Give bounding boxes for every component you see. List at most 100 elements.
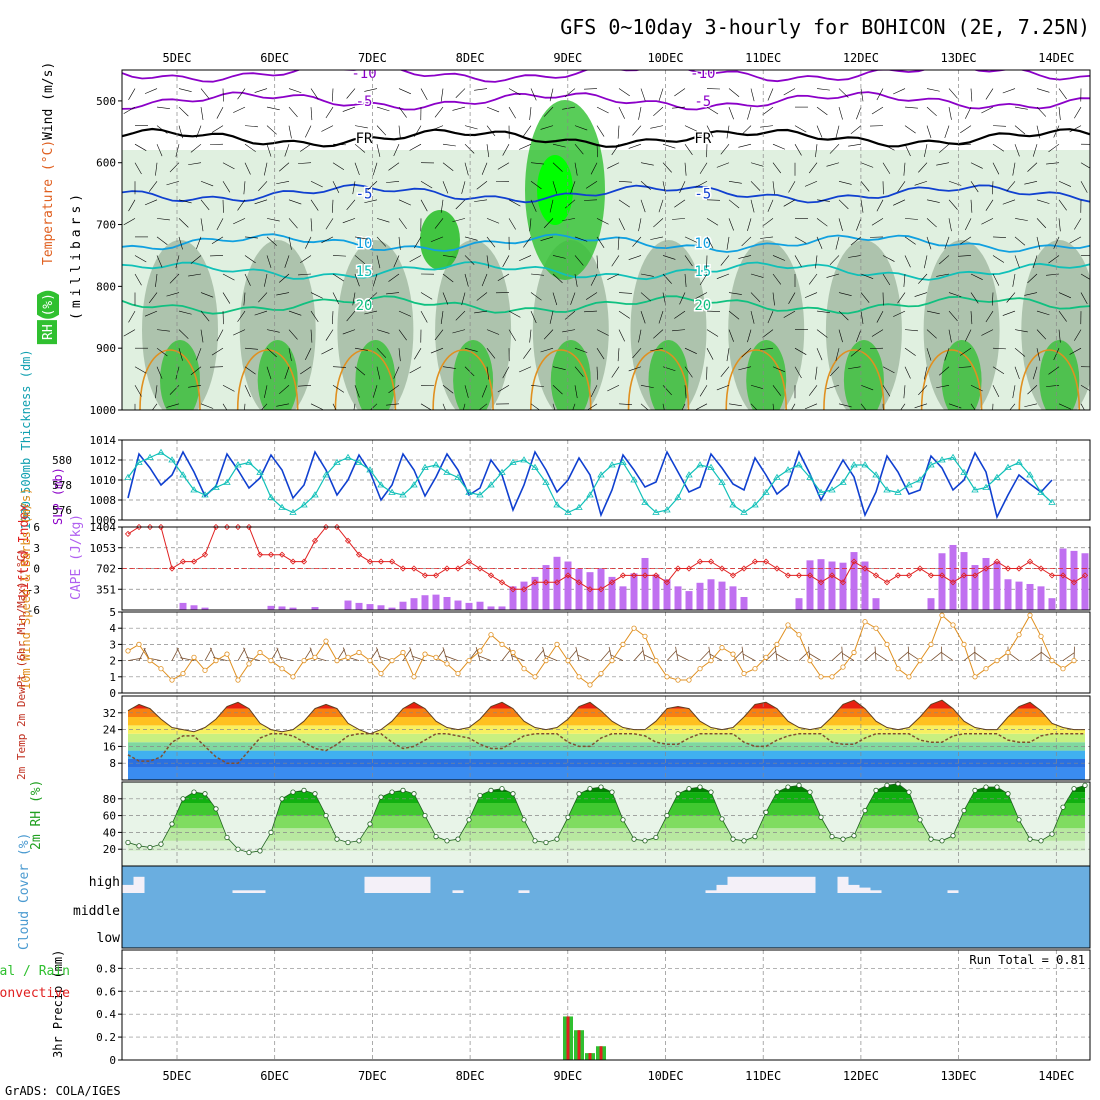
li-marker bbox=[575, 579, 583, 586]
thickness-marker bbox=[718, 478, 726, 485]
cape-bar bbox=[795, 598, 803, 610]
wind-barb bbox=[372, 273, 378, 287]
wind-barb bbox=[856, 329, 862, 342]
thickness-marker bbox=[410, 481, 418, 488]
thickness-marker bbox=[619, 458, 627, 465]
wind-barb bbox=[420, 181, 433, 189]
rh-marker bbox=[510, 791, 516, 797]
wind-barb bbox=[658, 310, 664, 324]
wind-barb bbox=[728, 106, 734, 120]
wind-barb bbox=[254, 88, 268, 93]
wind-barb bbox=[481, 162, 488, 175]
wind-barb bbox=[804, 292, 818, 298]
wind-barb bbox=[497, 273, 510, 281]
wind-barb bbox=[981, 329, 994, 336]
wind-barb bbox=[409, 143, 422, 151]
wind-barb bbox=[653, 106, 664, 117]
rh-tick-label: 20 bbox=[103, 843, 116, 856]
wind-barb bbox=[332, 88, 334, 102]
wind-barb bbox=[816, 218, 828, 227]
isotherm-line bbox=[122, 127, 1090, 148]
temp-band bbox=[128, 767, 1085, 780]
wind-barb bbox=[772, 366, 786, 373]
wind-barb bbox=[540, 125, 554, 130]
li-marker bbox=[410, 565, 418, 572]
wind-barb bbox=[420, 292, 433, 300]
wind-barb bbox=[376, 125, 387, 136]
wind-barb bbox=[750, 403, 758, 410]
day-label-top: 9DEC bbox=[553, 51, 582, 65]
thickness-marker bbox=[674, 493, 682, 500]
wind-speed-marker bbox=[829, 674, 835, 680]
wind-barb bbox=[175, 144, 180, 157]
li-marker bbox=[817, 579, 825, 586]
slp-frame bbox=[121, 439, 1091, 521]
li-marker bbox=[553, 579, 561, 586]
wind-barb bbox=[188, 273, 202, 277]
wind-barb bbox=[838, 403, 852, 408]
wind-ylabel: 10m Wind Speed & Barbs (m/s) bbox=[19, 488, 33, 690]
wind-barb bbox=[584, 310, 598, 313]
thickness-marker bbox=[817, 488, 825, 495]
wind-barb bbox=[442, 385, 454, 394]
thickness-marker bbox=[1037, 488, 1045, 495]
wind-barb bbox=[310, 88, 319, 100]
wind-speed-marker bbox=[1038, 633, 1044, 639]
surface-wind-barb bbox=[676, 653, 690, 661]
thickness-marker bbox=[663, 506, 671, 513]
li-marker bbox=[421, 572, 429, 579]
day-label-bottom: 11DEC bbox=[745, 1069, 781, 1083]
cape-bar bbox=[608, 576, 616, 610]
li-marker bbox=[1026, 558, 1034, 565]
wind-speed-marker bbox=[235, 677, 241, 683]
theta-contour bbox=[627, 349, 690, 410]
wind-barb bbox=[674, 88, 686, 97]
wind-barb bbox=[288, 310, 302, 316]
wind-speed-marker bbox=[796, 632, 802, 638]
rh-marker bbox=[873, 787, 879, 794]
wind-barb bbox=[1058, 88, 1067, 100]
wind-barb bbox=[876, 310, 884, 323]
wind-barb bbox=[618, 180, 632, 183]
li-marker bbox=[146, 523, 154, 531]
rh-marker bbox=[312, 791, 318, 797]
li-marker bbox=[157, 523, 165, 531]
wind-barb bbox=[672, 218, 686, 220]
wind-barb bbox=[276, 403, 290, 407]
wind-barb bbox=[720, 366, 730, 378]
thickness-marker bbox=[432, 461, 440, 468]
wind-barb bbox=[772, 181, 775, 195]
wind-barb bbox=[741, 125, 752, 135]
wind-barb bbox=[856, 218, 862, 231]
surface-wind-barb bbox=[907, 646, 910, 661]
wind-barb bbox=[720, 255, 730, 266]
wind-barb bbox=[728, 88, 740, 97]
wind-barb bbox=[826, 162, 840, 167]
wind-barb bbox=[278, 162, 290, 172]
temp-band bbox=[128, 750, 1085, 759]
wind-barb bbox=[434, 218, 444, 229]
thickness-marker bbox=[267, 493, 275, 500]
wind-barb bbox=[166, 292, 180, 297]
wind-barb bbox=[288, 329, 298, 340]
rh-marker bbox=[521, 817, 527, 823]
wind-barb bbox=[178, 88, 192, 92]
wind-barb bbox=[1058, 107, 1061, 121]
surface-wind-barb bbox=[1029, 652, 1042, 661]
cape-bar bbox=[949, 544, 957, 610]
wind-barb bbox=[684, 347, 697, 354]
wind-speed-marker bbox=[169, 677, 175, 683]
thickness-marker bbox=[740, 508, 748, 515]
wind-barb bbox=[211, 347, 224, 356]
wind-barb bbox=[354, 255, 366, 265]
wind-barb bbox=[1012, 162, 1016, 176]
thickness-marker bbox=[1026, 471, 1034, 478]
wind-barb bbox=[552, 162, 563, 172]
cape-bar bbox=[718, 581, 726, 610]
temp-band bbox=[128, 733, 1085, 743]
isotherm-line bbox=[122, 261, 1090, 281]
wind-barb bbox=[981, 106, 994, 114]
wind-barb bbox=[464, 162, 469, 176]
li-marker bbox=[751, 558, 759, 565]
wind-barb bbox=[738, 143, 752, 148]
